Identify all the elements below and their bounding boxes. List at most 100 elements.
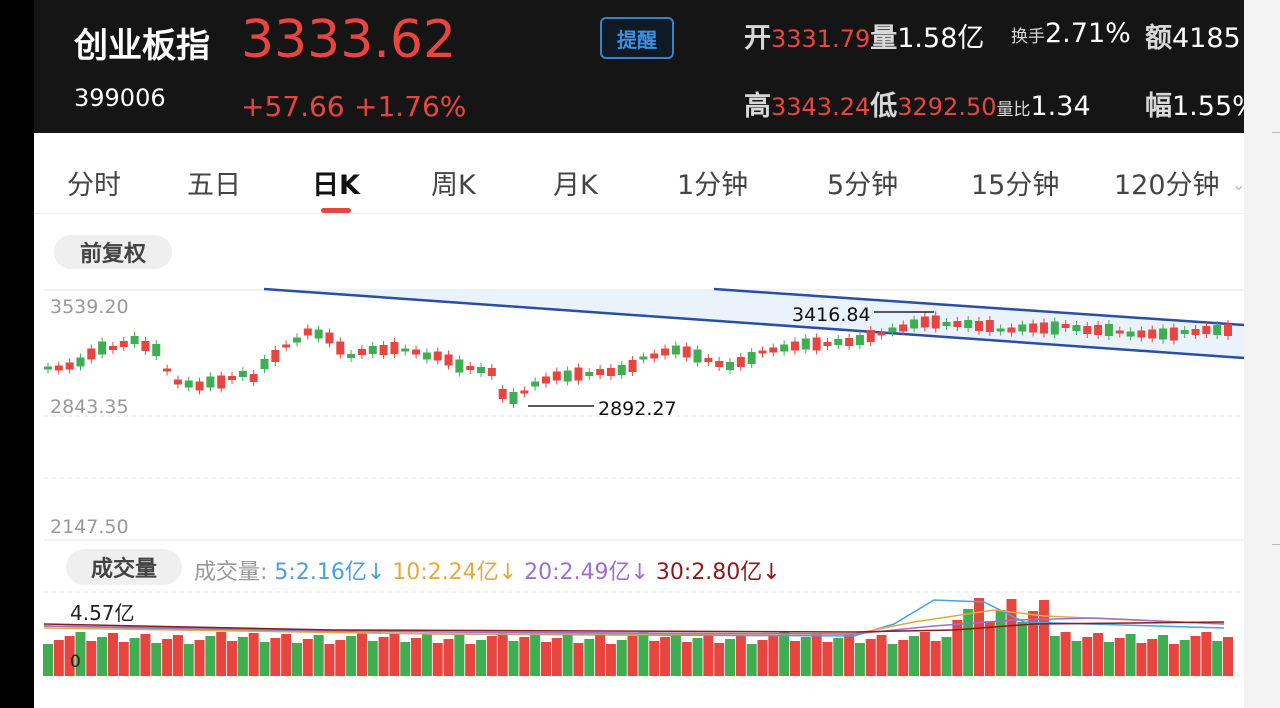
candle-body: [1018, 324, 1027, 332]
volume-bar: [140, 634, 151, 676]
candle-body: [292, 337, 301, 343]
quote-header: 创业板指 399006 3333.62 +57.66 +1.76% 提醒 开33…: [34, 0, 1244, 133]
volume-bar: [508, 641, 519, 676]
volume-indicator-toggle[interactable]: 成交量: [66, 549, 182, 585]
volume-bar: [97, 637, 108, 676]
volume-bar: [248, 633, 259, 676]
candle-body: [238, 371, 247, 377]
candle-body: [433, 351, 442, 361]
candle-body: [1169, 327, 1178, 341]
volume-bar: [1223, 637, 1233, 676]
volume-bar: [443, 639, 454, 676]
tab-monthly-k[interactable]: 月K: [553, 170, 598, 201]
volume-bar: [768, 636, 779, 676]
tab-15min[interactable]: 15分钟: [971, 170, 1060, 201]
candle-body: [401, 348, 410, 352]
candle-body: [498, 389, 507, 399]
amplitude-label: 幅: [1145, 91, 1172, 122]
candle-body: [347, 354, 356, 358]
candle-body: [823, 342, 832, 346]
volratio-value: 1.34: [1030, 91, 1091, 122]
candle-body: [1050, 321, 1059, 335]
tab-daily-k[interactable]: 日K: [312, 170, 360, 201]
candle-body: [1094, 325, 1103, 335]
candle-body: [260, 359, 269, 369]
candle-body: [357, 349, 366, 355]
candle-body: [54, 365, 63, 371]
volume-bar: [346, 636, 357, 676]
volume-bar: [1190, 636, 1201, 676]
channel-fill: [264, 290, 1244, 358]
volume-bar: [519, 637, 530, 676]
candle-body: [1224, 324, 1232, 336]
candle-body: [920, 316, 929, 328]
volume-bar: [291, 643, 302, 676]
volume-bar: [887, 644, 898, 676]
volume-ma10: 10:2.24亿↓: [392, 560, 518, 585]
volume-bar: [1179, 640, 1190, 676]
volume-bar: [118, 642, 129, 676]
amount-label: 额: [1145, 23, 1172, 54]
tab-weekly-k[interactable]: 周K: [431, 170, 476, 201]
volume-bar: [930, 641, 941, 676]
candle-body: [628, 360, 637, 372]
volume-bar: [324, 644, 335, 676]
turnover-value: 2.71%: [1045, 18, 1131, 49]
candle-body: [563, 370, 572, 382]
high-stat: 高3343.24低3292.50量比1.34: [744, 84, 1091, 123]
candle-body: [801, 338, 810, 350]
volume-bar: [281, 634, 292, 676]
candle-body: [65, 362, 74, 370]
volume-bar: [356, 632, 367, 676]
volume-bar: [367, 641, 378, 676]
volume-bar: [302, 639, 313, 676]
volume-bar: [335, 640, 346, 676]
candle-body: [249, 374, 258, 382]
amplitude-stat: 幅1.55%: [1145, 84, 1244, 123]
candle-body: [975, 321, 984, 331]
candle-body: [888, 327, 897, 333]
candle-body: [1191, 329, 1200, 335]
volume-bar: [616, 640, 627, 676]
volume-bar: [216, 632, 227, 676]
volume-bar: [854, 643, 865, 676]
divider: [1272, 132, 1280, 133]
volume-bar: [984, 621, 995, 676]
candle-body: [76, 357, 85, 367]
candle-body: [552, 371, 561, 381]
tab-1min[interactable]: 1分钟: [677, 170, 749, 201]
volume-bar: [909, 636, 920, 676]
tab-5min[interactable]: 5分钟: [827, 170, 899, 201]
tab-120min[interactable]: 120分钟: [1114, 170, 1220, 201]
candle-body: [119, 341, 128, 347]
candle-body: [130, 336, 139, 344]
candle-body: [953, 321, 962, 327]
chevron-down-icon[interactable]: ⌄: [1232, 175, 1244, 194]
active-tab-indicator: [321, 208, 351, 213]
kline-chart[interactable]: [34, 0, 1244, 708]
tab-five-day[interactable]: 五日: [187, 170, 241, 201]
volume-bar: [497, 632, 508, 676]
candle-body: [1115, 330, 1124, 334]
tab-intraday[interactable]: 分时: [67, 170, 121, 201]
candle-body: [639, 356, 648, 360]
low-label: 低: [870, 91, 898, 122]
period-tabs: 分时 五日 日K 周K 月K 1分钟 5分钟 15分钟 120分钟 ⌄: [34, 133, 1244, 214]
volume-ma5: 5:2.16亿↓: [274, 560, 386, 585]
candle-body: [790, 341, 799, 351]
open-stat: 开3331.79量1.58亿: [744, 16, 984, 55]
remind-button[interactable]: 提醒: [600, 17, 674, 59]
volume-bar: [259, 642, 270, 676]
candle-body: [736, 357, 745, 367]
candle-body: [866, 330, 875, 342]
candle-body: [271, 350, 280, 362]
volume-bar: [129, 638, 140, 676]
volratio-label: 量比: [996, 100, 1031, 120]
adjust-toggle[interactable]: 前复权: [54, 235, 172, 269]
candle-body: [195, 381, 204, 391]
volume-bar: [400, 642, 411, 676]
high-annotation: 3416.84: [792, 304, 871, 326]
amplitude-value: 1.55%: [1172, 91, 1244, 122]
volume-zero-label: 0: [70, 652, 81, 672]
candle-body: [173, 379, 182, 385]
